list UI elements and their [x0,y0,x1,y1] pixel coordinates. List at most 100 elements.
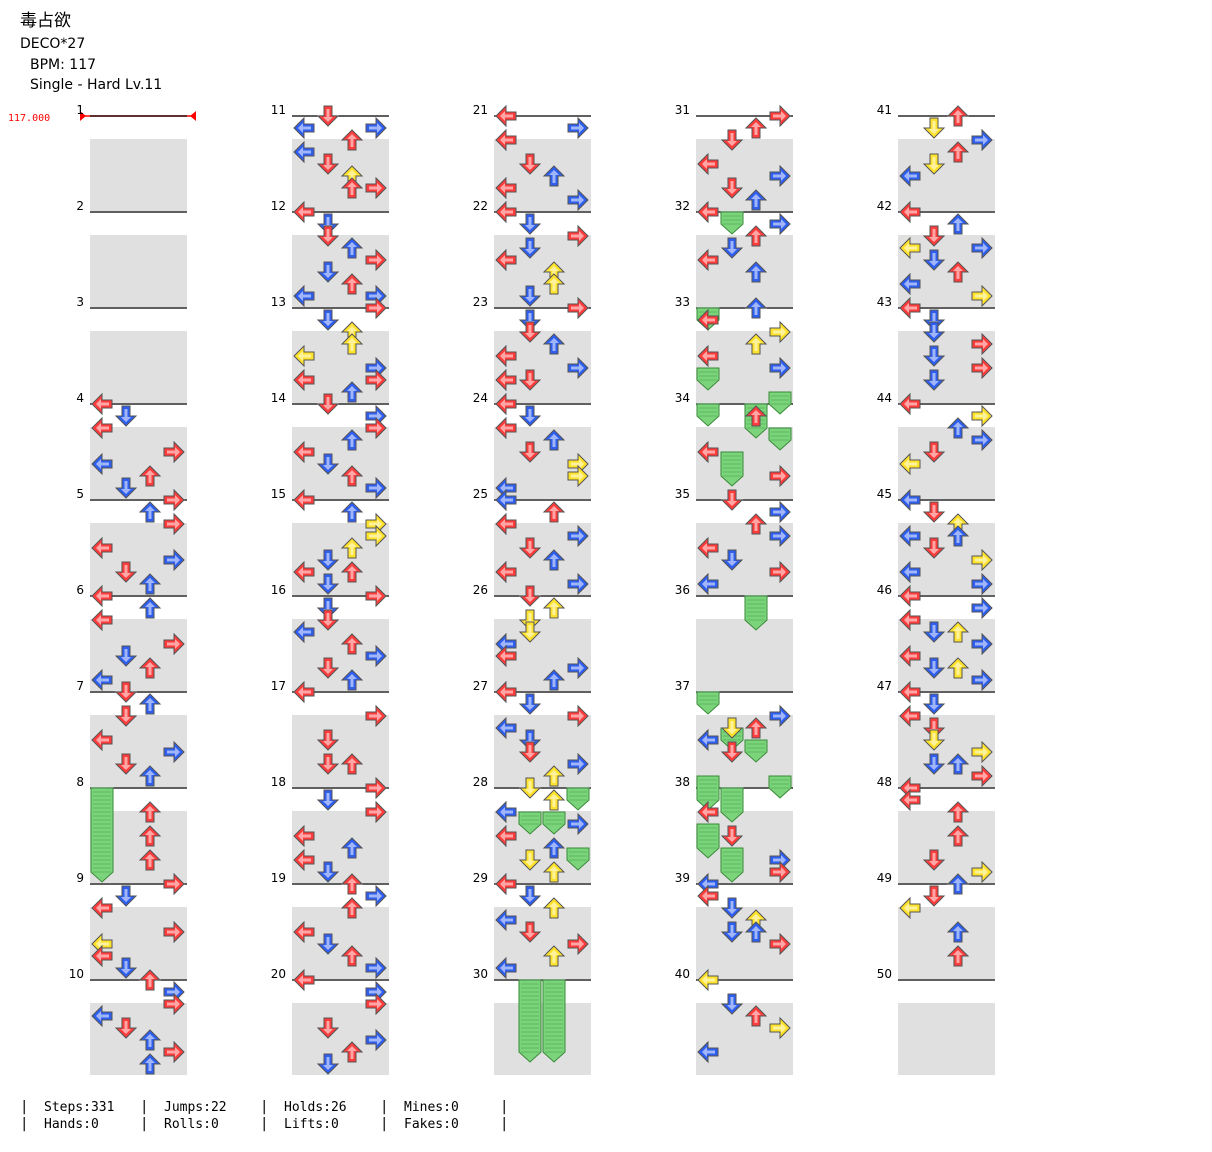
up-arrow-note [542,897,566,919]
right-arrow-note [365,956,387,980]
left-arrow-note [495,128,517,152]
up-arrow-note [946,873,970,895]
left-arrow-note [899,788,921,812]
beat-band [292,739,389,763]
measure-number: 22 [473,199,488,213]
beat-band [898,1003,995,1027]
beat-band [292,163,389,187]
measure-number: 47 [877,679,892,693]
left-arrow-note [495,488,517,512]
measure-number: 9 [76,871,84,885]
stats-divider: | | [20,1099,29,1132]
left-arrow-note [91,668,113,692]
left-arrow-note [91,452,113,476]
right-arrow-note [567,932,589,956]
beat-band [898,811,995,835]
measure-number: 45 [877,487,892,501]
stat-mines-fakes: Mines:0 Fakes:0 [404,1099,459,1133]
left-arrow-note [293,200,315,224]
beat-band [898,835,995,859]
measure-number: 33 [675,295,690,309]
stats-divider: | | [500,1099,509,1132]
beat-band [90,187,187,211]
measure-number: 8 [76,775,84,789]
left-arrow-note [495,680,517,704]
beat-band [696,235,793,259]
hold-note [768,427,792,451]
hold-note [566,847,590,871]
up-arrow-note [946,921,970,943]
left-arrow-note [495,824,517,848]
down-arrow-note [922,369,946,391]
left-arrow-note [293,824,315,848]
measure-number: 27 [473,679,488,693]
right-arrow-note [769,212,791,236]
measure-number: 50 [877,967,892,981]
beat-band [90,139,187,163]
down-arrow-note [316,309,340,331]
stats-divider: | | [380,1099,389,1132]
right-arrow-note [971,860,993,884]
beat-band [292,667,389,691]
left-arrow-note [495,872,517,896]
left-arrow-note [91,536,113,560]
hold-note [720,847,744,883]
right-arrow-note [971,428,993,452]
down-arrow-note [114,753,138,775]
up-arrow-note [340,753,364,775]
left-arrow-note [495,560,517,584]
measure-number: 18 [271,775,286,789]
beat-band [696,955,793,979]
song-artist: DECO*27 [20,36,86,52]
song-bpm: BPM: 117 [30,57,97,73]
stats-divider: | | [260,1099,269,1132]
right-arrow-note [163,740,185,764]
measure-number: 31 [675,103,690,117]
down-arrow-note [316,657,340,679]
right-arrow-note [365,116,387,140]
left-arrow-note [293,920,315,944]
up-arrow-note [138,1029,162,1051]
hold-note [696,403,720,427]
measure-number: 32 [675,199,690,213]
stats-divider: | | [140,1099,149,1132]
right-arrow-note [365,776,387,800]
right-arrow-note [567,464,589,488]
right-arrow-note [365,704,387,728]
beat-band [898,1027,995,1051]
up-arrow-note [946,141,970,163]
right-arrow-note [769,1016,791,1040]
hold-note [768,775,792,799]
up-arrow-note [542,597,566,619]
down-arrow-note [720,489,744,511]
left-arrow-note [293,344,315,368]
left-arrow-note [697,728,719,752]
left-arrow-note [899,704,921,728]
right-arrow-note [163,920,185,944]
down-arrow-note [316,573,340,595]
up-arrow-note [946,105,970,127]
right-arrow-note [567,752,589,776]
down-arrow-note [720,237,744,259]
measure-number: 23 [473,295,488,309]
beat-band [696,139,793,163]
measure-number: 37 [675,679,690,693]
right-arrow-note [971,284,993,308]
up-arrow-note [138,849,162,871]
left-arrow-note [899,164,921,188]
stat-steps: Steps:331 [44,1100,115,1115]
right-arrow-note [567,572,589,596]
up-arrow-note [542,273,566,295]
right-arrow-note [971,236,993,260]
up-arrow-note [138,1053,162,1075]
measure-number: 2 [76,199,84,213]
down-arrow-note [316,789,340,811]
beat-band [494,739,591,763]
up-arrow-note [340,465,364,487]
left-arrow-note [495,956,517,980]
right-arrow-note [365,524,387,548]
measure-number: 13 [271,295,286,309]
up-arrow-note [744,117,768,139]
up-arrow-note [946,417,970,439]
left-arrow-note [899,560,921,584]
